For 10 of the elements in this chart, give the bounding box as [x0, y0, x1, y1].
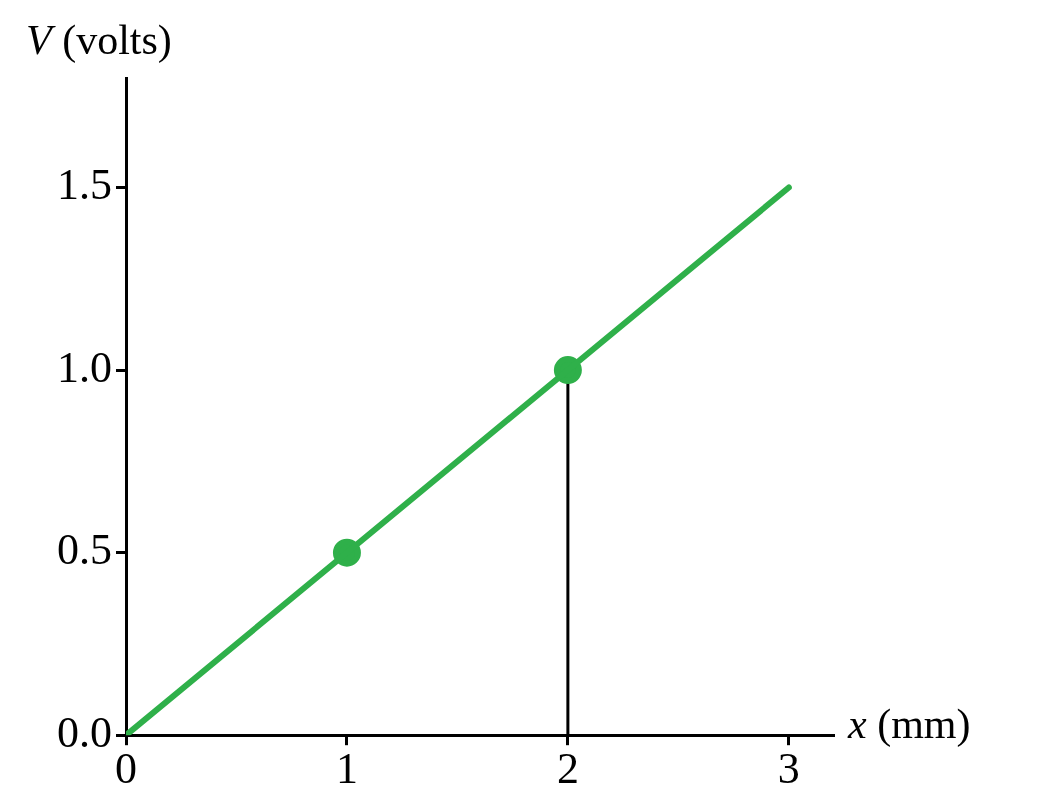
x-axis-title: x (mm) — [847, 701, 971, 749]
y-axis-title: V (volts) — [26, 17, 172, 65]
x-tick-label: 1 — [335, 744, 358, 794]
y-tick-label: 0.5 — [57, 525, 112, 575]
x-tick-label: 3 — [777, 744, 800, 794]
y-tick-label: 1.0 — [57, 342, 112, 392]
y-tick-label: 0.0 — [57, 707, 112, 757]
x-tick-label: 2 — [556, 744, 579, 794]
y-tick-label: 1.5 — [57, 160, 112, 210]
x-tick-label: 0 — [115, 744, 137, 794]
